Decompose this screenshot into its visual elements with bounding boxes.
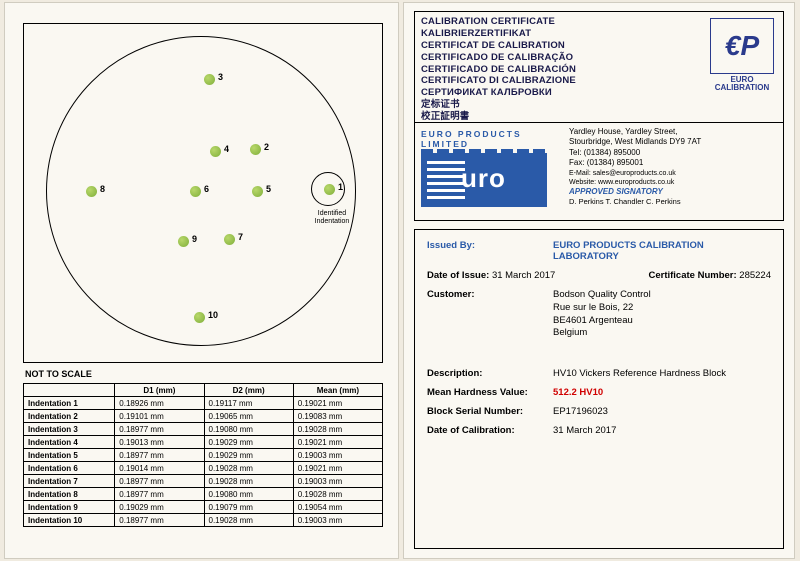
euro-logo-icon: uro <box>421 153 547 207</box>
certificate-titles: CALIBRATION CERTIFICATEKALIBRIERZERTIFIK… <box>421 16 576 123</box>
indentation-diagram: 12345678910 IdentifiedIndentation <box>23 23 383 363</box>
indent-dot-label-4: 4 <box>224 144 229 154</box>
table-row: Indentation 50.18977 mm0.19029 mm0.19003… <box>24 449 383 462</box>
indent-dot-label-5: 5 <box>266 184 271 194</box>
date-of-issue: Date of Issue: 31 March 2017 <box>427 270 555 281</box>
issued-by-value: EURO PRODUCTS CALIBRATION LABORATORY <box>553 240 771 262</box>
table-row: Indentation 90.19029 mm0.19079 mm0.19054… <box>24 501 383 514</box>
indent-dot-label-2: 2 <box>264 142 269 152</box>
company-name-strip: EURO PRODUCTS LIMITED <box>421 129 561 149</box>
indent-dot-label-7: 7 <box>238 232 243 242</box>
not-to-scale-label: NOT TO SCALE <box>25 369 380 379</box>
description-label: Description: <box>427 368 553 379</box>
indent-dot-7 <box>224 234 235 245</box>
mean-hardness-label: Mean Hardness Value: <box>427 387 553 398</box>
certificate-title-block: CALIBRATION CERTIFICATEKALIBRIERZERTIFIK… <box>414 11 784 123</box>
mean-hardness-value: 512.2 HV10 <box>553 387 771 398</box>
indent-dot-4 <box>210 146 221 157</box>
indent-dot-2 <box>250 144 261 155</box>
company-logo-area: EURO PRODUCTS LIMITED uro <box>421 127 561 216</box>
indent-dot-label-3: 3 <box>218 72 223 82</box>
table-row: Indentation 60.19014 mm0.19028 mm0.19021… <box>24 462 383 475</box>
indent-dot-label-8: 8 <box>100 184 105 194</box>
indent-dot-3 <box>204 74 215 85</box>
table-row: Indentation 80.18977 mm0.19080 mm0.19028… <box>24 488 383 501</box>
description-value: HV10 Vickers Reference Hardness Block <box>553 368 771 379</box>
indent-dot-label-10: 10 <box>208 310 218 320</box>
identified-indentation-ring <box>311 172 345 206</box>
euro-calibration-mark: €P EURO CALIBRATION <box>707 16 777 92</box>
left-page: 12345678910 IdentifiedIndentation NOT TO… <box>4 2 399 559</box>
customer-label: Customer: <box>427 289 553 340</box>
company-address: Yardley House, Yardley Street, Stourbrid… <box>561 127 777 216</box>
certificate-details: Issued By: EURO PRODUCTS CALIBRATION LAB… <box>414 229 784 549</box>
table-row: Indentation 70.18977 mm0.19028 mm0.19003… <box>24 475 383 488</box>
table-row: Indentation 100.18977 mm0.19028 mm0.1900… <box>24 514 383 527</box>
table-row: Indentation 20.19101 mm0.19065 mm0.19083… <box>24 410 383 423</box>
table-row: Indentation 30.18977 mm0.19080 mm0.19028… <box>24 423 383 436</box>
table-row: Indentation 10.18926 mm0.19117 mm0.19021… <box>24 397 383 410</box>
right-page: CALIBRATION CERTIFICATEKALIBRIERZERTIFIK… <box>403 2 795 559</box>
serial-label: Block Serial Number: <box>427 406 553 417</box>
indent-dot-label-6: 6 <box>204 184 209 194</box>
table-row: Indentation 40.19013 mm0.19029 mm0.19021… <box>24 436 383 449</box>
company-block: EURO PRODUCTS LIMITED uro Yardley House,… <box>414 123 784 221</box>
serial-value: EP17196023 <box>553 406 771 417</box>
indent-dot-6 <box>190 186 201 197</box>
indent-dot-10 <box>194 312 205 323</box>
certificate-number: Certificate Number: 285224 <box>648 270 771 281</box>
customer-value: Bodson Quality ControlRue sur le Bois, 2… <box>553 289 771 340</box>
euro-mark-icon: €P <box>710 18 774 74</box>
issued-by-label: Issued By: <box>427 240 553 262</box>
indentation-table: D1 (mm)D2 (mm)Mean (mm) Indentation 10.1… <box>23 383 383 527</box>
identified-indentation-label: IdentifiedIndentation <box>310 210 354 225</box>
calibration-date-value: 31 March 2017 <box>553 425 771 436</box>
indent-dot-5 <box>252 186 263 197</box>
indent-dot-9 <box>178 236 189 247</box>
indent-dot-label-9: 9 <box>192 234 197 244</box>
calibration-date-label: Date of Calibration: <box>427 425 553 436</box>
indent-dot-8 <box>86 186 97 197</box>
